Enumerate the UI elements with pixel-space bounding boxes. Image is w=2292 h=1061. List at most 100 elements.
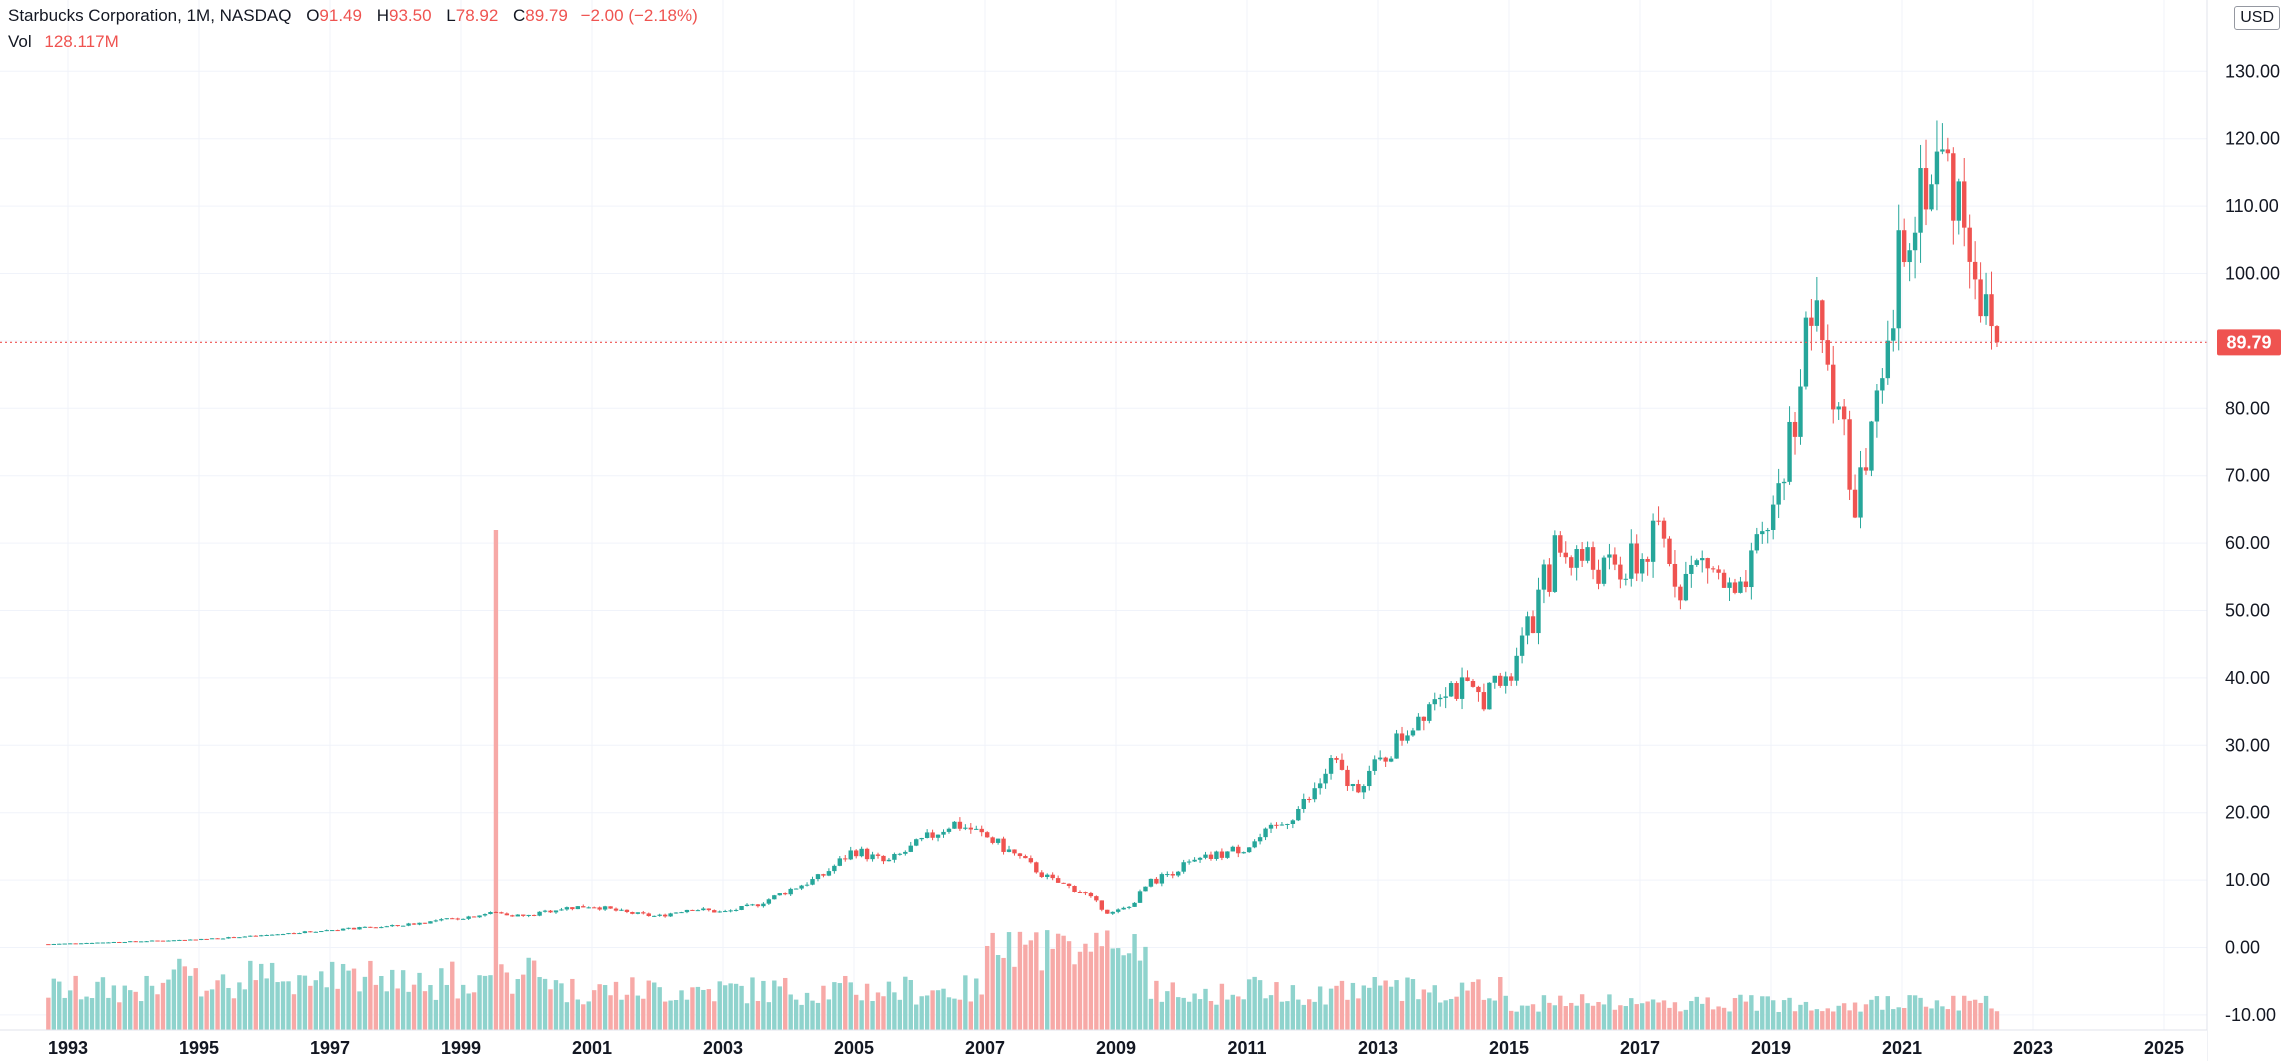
volume-bar [1432,985,1437,1030]
volume-bar [1858,1011,1863,1030]
candle-body [1334,758,1339,760]
candle-body [701,908,706,911]
candle-body [1907,250,1912,263]
candle-body [379,927,384,929]
candle-body [302,931,308,934]
candle-body [641,912,646,914]
volume-bar [237,982,242,1030]
candle-body [324,930,329,932]
candle-body [1803,317,1809,387]
x-tick-label: 2001 [572,1038,612,1058]
candle-body [1645,558,1650,562]
candle-body [1710,568,1716,570]
candle-body [357,927,362,930]
time-axis[interactable] [0,1030,2207,1061]
candle-body [1383,757,1388,762]
volume-bar [1132,934,1137,1030]
volume-bar [1383,980,1388,1030]
volume-bar [853,994,859,1030]
candle-body [1017,853,1023,857]
candle-body [1743,581,1749,588]
volume-bar [804,992,810,1030]
candle-body [1956,181,1961,221]
volume-bar [1885,996,1891,1030]
volume-bar [1045,930,1050,1030]
volume-bar [744,1003,750,1030]
volume-bar [1863,1004,1869,1030]
volume-bar [248,960,253,1030]
candle-body [1558,535,1563,553]
volume-bar [1050,948,1055,1030]
volume-bar [286,981,291,1030]
candle-body [646,913,651,917]
volume-bar [815,1002,821,1030]
candle-body [1590,547,1596,570]
candle-body [1236,846,1241,854]
volume-bar [460,984,466,1030]
candle-body [1656,520,1661,522]
candle-body [690,909,695,911]
currency-button[interactable]: USD [2234,6,2280,30]
candle-body [810,879,815,885]
candle-body [1197,857,1203,860]
candle-body [1672,563,1678,587]
candle-body [1896,230,1901,329]
volume-bar [1781,1000,1787,1030]
candle-body [1312,788,1317,800]
candle-body [373,927,379,929]
candle-body [1841,406,1847,420]
candle-body [1650,520,1656,562]
volume-bar [297,975,302,1030]
candle-body [439,919,444,921]
volume-bar [586,1001,591,1030]
x-tick-label: 2017 [1620,1038,1660,1058]
volume-bar [455,998,460,1030]
volume-bar [1023,944,1028,1030]
candle-body [1891,328,1896,341]
candle-body [1367,770,1372,787]
volume-bar [1028,940,1034,1030]
candle-body [428,921,433,924]
volume-bar [875,992,881,1030]
volume-bar [635,995,641,1030]
volume-bar [1372,976,1377,1030]
candle-body [1176,871,1181,876]
x-tick-label: 1993 [48,1038,88,1058]
volume-bar [1721,1007,1727,1030]
volume-bar [482,975,488,1030]
y-tick-label: 80.00 [2225,398,2270,418]
volume-bar [133,991,138,1030]
candle-body [1945,149,1951,154]
volume-bar [1034,932,1039,1030]
volume-bar [155,994,160,1030]
candle-body [1219,851,1225,858]
candle-body [1563,552,1568,558]
candle-body [1547,564,1552,592]
volume-bar [837,983,843,1030]
candle-body [1667,538,1672,564]
volume-bar [1296,999,1301,1030]
candle-body [209,938,215,940]
candle-body [280,934,286,936]
volume-bar [630,977,635,1030]
high-value: 93.50 [388,6,432,25]
y-tick-label: 30.00 [2225,735,2270,755]
volume-bar [1760,996,1765,1030]
price-axis[interactable] [2207,0,2292,1061]
candle-body [1721,572,1727,588]
candle-body [1039,872,1044,877]
candle-body [706,908,712,911]
volume-bar [319,971,324,1030]
candle-body [619,909,624,911]
volume-bar [504,972,510,1030]
volume-bar [439,968,444,1030]
candle-body [1154,878,1159,884]
candle-body [499,912,504,914]
volume-bar [1558,995,1563,1030]
volume-bar [1896,1007,1901,1030]
candle-body [542,910,548,912]
volume-bar [111,985,117,1030]
volume-bar [1110,948,1115,1030]
volume-bar [62,997,67,1030]
